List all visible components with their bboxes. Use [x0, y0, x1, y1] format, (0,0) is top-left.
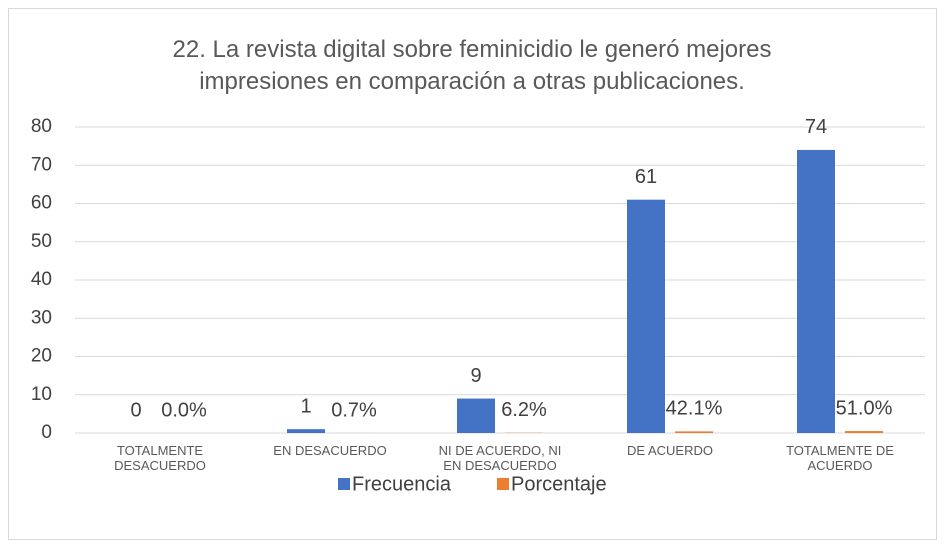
x-tick-label: NI DE ACUERDO, NI EN DESACUERDO: [438, 443, 562, 473]
x-tick-label: TOTALMENTE DE ACUERDO: [786, 443, 894, 473]
y-tick-label: 60: [31, 193, 52, 214]
data-label: 0.7%: [331, 399, 377, 421]
bar: [845, 431, 883, 433]
chart-border: [8, 8, 937, 540]
y-tick-label: 80: [31, 116, 52, 137]
y-tick-label: 40: [31, 269, 52, 290]
chart-title: 22. La revista digital sobre feminicidio…: [172, 36, 772, 95]
data-label: 0.0%: [161, 399, 207, 421]
bar: [675, 431, 713, 433]
bar: [797, 149, 835, 433]
data-label: 6.2%: [501, 399, 547, 421]
legend-swatch: [497, 478, 509, 490]
bar: [457, 398, 495, 433]
data-label: 51.0%: [836, 397, 893, 419]
y-tick-label: 10: [31, 384, 52, 405]
data-label: 9: [470, 365, 481, 387]
data-label: 42.1%: [666, 398, 723, 420]
legend-label: Porcentaje: [511, 473, 607, 495]
legend-label: Frecuencia: [352, 473, 452, 495]
bar: [287, 429, 325, 433]
x-tick-label: TOTALMENTE DESACUERDO: [114, 443, 206, 473]
data-label: 74: [805, 116, 827, 138]
bar: [627, 199, 665, 433]
data-label: 0: [130, 399, 141, 421]
y-tick-label: 70: [31, 154, 52, 175]
x-tick-label: DE ACUERDO: [627, 443, 713, 458]
y-tick-label: 0: [41, 422, 52, 443]
y-tick-label: 30: [31, 307, 52, 328]
legend-swatch: [338, 478, 350, 490]
data-label: 61: [635, 166, 657, 188]
y-tick-label: 50: [31, 231, 52, 252]
y-tick-label: 20: [31, 346, 52, 367]
x-tick-label: EN DESACUERDO: [273, 443, 387, 458]
data-label: 1: [300, 395, 311, 417]
